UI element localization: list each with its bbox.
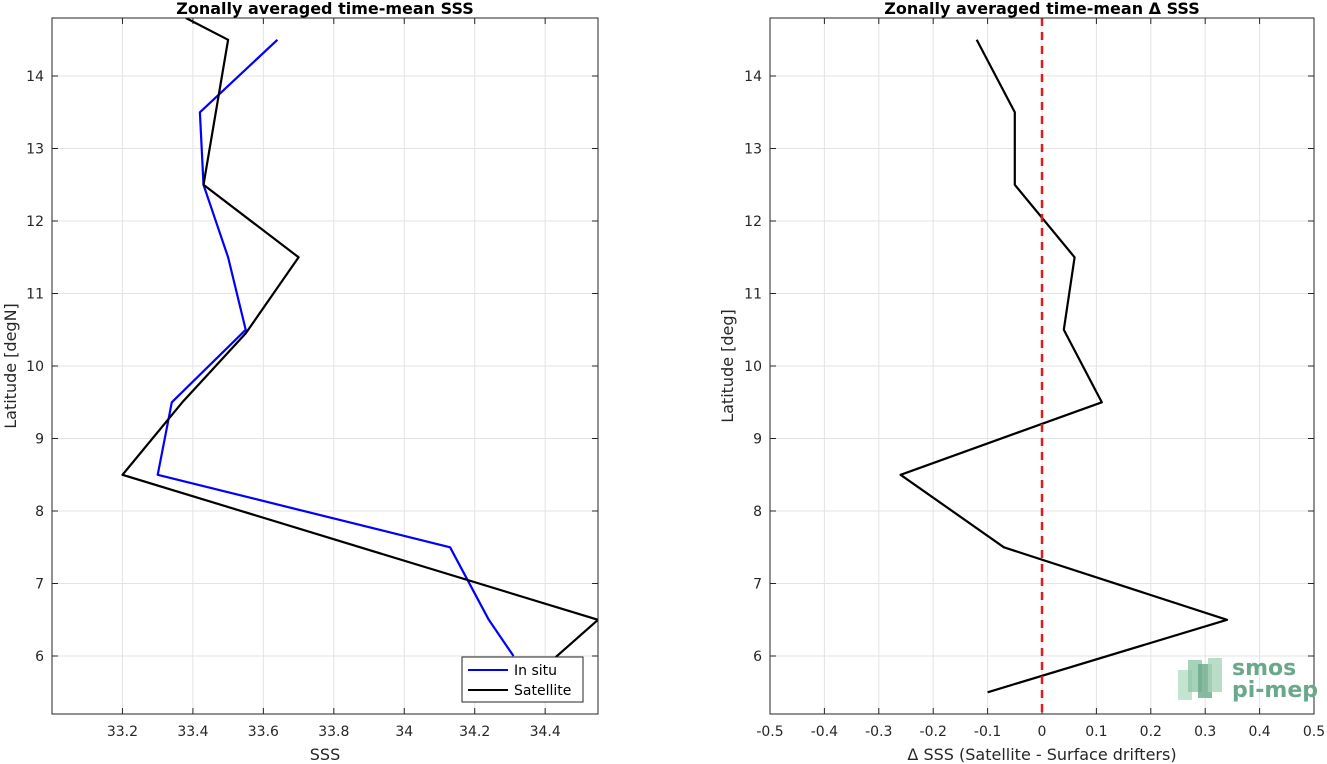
y-tick-label: 10 — [744, 359, 762, 375]
x-tick-label: 0.4 — [1248, 724, 1270, 740]
y-tick-label: 12 — [26, 214, 44, 230]
x-tick-label: 0 — [1038, 724, 1047, 740]
sss-panel: 33.2 33.4 33.6 33.8 34 34.2 34.4 6 7 8 9 10 11 12 13 1… — [1, 0, 599, 764]
legend-label-satellite: Satellite — [514, 683, 571, 699]
x-tick-label: 33.6 — [248, 724, 279, 740]
x-tick-label: -0.1 — [974, 724, 1001, 740]
series-line-in-situ — [156, 38, 515, 657]
y-axis-label: Latitude [degN] — [1, 303, 20, 429]
y-tick-label: 8 — [35, 504, 44, 520]
x-tick-label: 33.4 — [177, 724, 208, 740]
y-tick-label: 9 — [753, 432, 762, 448]
chart-title: Zonally averaged time-mean SSS — [176, 0, 474, 18]
y-tick-label: 13 — [26, 142, 44, 158]
x-tick-label: 34 — [395, 724, 413, 740]
legend-box — [461, 656, 584, 703]
x-axis-label: Δ SSS (Satellite - Surface drifters) — [907, 745, 1176, 764]
y-axis-label: Latitude [deg] — [718, 309, 737, 423]
x-tick-label: 0.1 — [1085, 724, 1107, 740]
y-tick-label: 6 — [753, 649, 762, 665]
y-tick-label: 12 — [744, 214, 762, 230]
x-tick-label: -0.2 — [920, 724, 947, 740]
delta-sss-panel: -0.5 -0.4 -0.3 -0.2 -0.1 0 0.1 0.2 0.3 0.4 0.5 6 7 8… — [718, 0, 1325, 764]
x-tick-label: -0.3 — [865, 724, 892, 740]
series-line-satellite — [121, 18, 598, 665]
series-delta — [899, 18, 1229, 714]
legend: In situ Satellite — [461, 656, 584, 703]
smos-pi-mep-logo: smos pi-mep — [1178, 656, 1318, 703]
x-ticks-delta: -0.5 -0.4 -0.3 -0.2 -0.1 0 0.1 0.2 0.3 0.4 0.5 — [756, 18, 1325, 740]
x-tick-label: 0.5 — [1303, 724, 1325, 740]
y-tick-label: 7 — [35, 577, 44, 593]
legend-label-in-situ: In situ — [514, 663, 557, 679]
logo-text-smos: smos — [1232, 656, 1296, 681]
x-axis-label: SSS — [310, 745, 340, 764]
logo-text-pi-mep: pi-mep — [1232, 678, 1318, 703]
y-tick-label: 9 — [35, 432, 44, 448]
y-tick-label: 6 — [35, 649, 44, 665]
series-line-delta-sss — [899, 39, 1229, 694]
grid-sss — [52, 18, 598, 714]
chart-title: Zonally averaged time-mean Δ SSS — [884, 0, 1200, 18]
y-tick-label: 8 — [753, 504, 762, 520]
x-tick-label: -0.4 — [811, 724, 838, 740]
axes-box-sss — [51, 17, 599, 715]
x-tick-label: -0.5 — [756, 724, 783, 740]
y-tick-label: 11 — [744, 287, 762, 303]
x-tick-label: 33.2 — [107, 724, 138, 740]
x-tick-label: 34.2 — [459, 724, 490, 740]
y-tick-label: 13 — [744, 142, 762, 158]
y-tick-label: 7 — [753, 577, 762, 593]
x-tick-label: 34.4 — [530, 724, 561, 740]
axes-box-delta — [769, 17, 1315, 715]
series-sss — [121, 18, 598, 665]
y-tick-label: 14 — [744, 69, 762, 85]
y-tick-label: 10 — [26, 359, 44, 375]
y-tick-label: 11 — [26, 287, 44, 303]
x-ticks-sss: 33.2 33.4 33.6 33.8 34 34.2 34.4 — [107, 18, 561, 740]
logo-shape — [1208, 658, 1222, 692]
x-tick-label: 33.8 — [318, 724, 349, 740]
y-ticks-sss: 6 7 8 9 10 11 12 13 14 — [26, 69, 598, 665]
x-tick-label: 0.3 — [1194, 724, 1216, 740]
x-tick-label: 0.2 — [1140, 724, 1162, 740]
y-ticks-delta: 6 7 8 9 10 11 12 13 14 — [744, 69, 1314, 665]
y-tick-label: 14 — [26, 69, 44, 85]
